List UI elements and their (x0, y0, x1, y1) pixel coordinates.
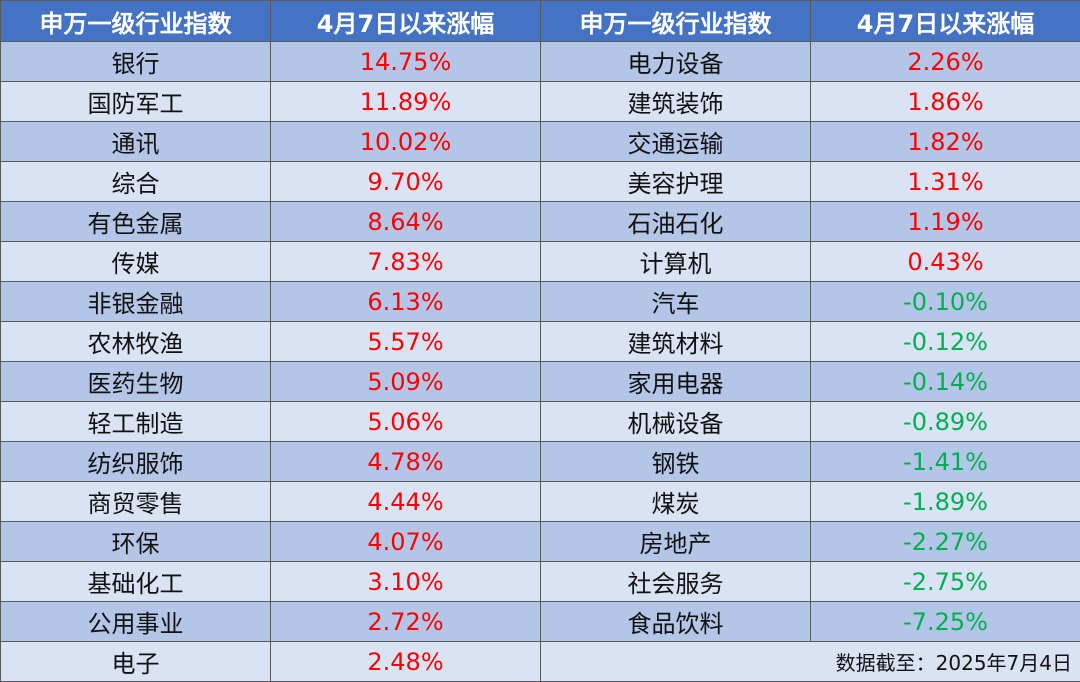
return-value-cell: 5.57% (271, 322, 541, 362)
industry-name-cell: 社会服务 (541, 562, 811, 602)
industry-name-cell: 轻工制造 (1, 402, 271, 442)
return-value-cell: -1.41% (811, 442, 1080, 482)
data-date-note: 数据截至：2025年7月4日 (541, 642, 1080, 682)
industry-name-cell: 基础化工 (1, 562, 271, 602)
industry-name-cell: 家用电器 (541, 362, 811, 402)
return-value-cell: 4.07% (271, 522, 541, 562)
return-value-cell: 4.78% (271, 442, 541, 482)
industry-name-cell: 有色金属 (1, 202, 271, 242)
header-industry-right: 申万一级行业指数 (541, 1, 811, 42)
industry-name-cell: 银行 (1, 42, 271, 82)
industry-name-cell: 煤炭 (541, 482, 811, 522)
return-value-cell: -1.89% (811, 482, 1080, 522)
return-value-cell: 2.72% (271, 602, 541, 642)
return-value-cell: 1.31% (811, 162, 1080, 202)
return-value-cell: 5.09% (271, 362, 541, 402)
return-value-cell: 8.64% (271, 202, 541, 242)
return-value-cell: 1.82% (811, 122, 1080, 162)
industry-name-cell: 通讯 (1, 122, 271, 162)
industry-name-cell: 建筑装饰 (541, 82, 811, 122)
industry-name-cell: 钢铁 (541, 442, 811, 482)
return-value-cell: 3.10% (271, 562, 541, 602)
return-value-cell: -7.25% (811, 602, 1080, 642)
return-value-cell: 14.75% (271, 42, 541, 82)
industry-name-cell: 美容护理 (541, 162, 811, 202)
return-value-cell: 6.13% (271, 282, 541, 322)
industry-name-cell: 商贸零售 (1, 482, 271, 522)
industry-name-cell: 交通运输 (541, 122, 811, 162)
industry-name-cell: 环保 (1, 522, 271, 562)
header-row: 申万一级行业指数 4月7日以来涨幅 申万一级行业指数 4月7日以来涨幅 (1, 1, 1080, 42)
header-return-left: 4月7日以来涨幅 (271, 1, 541, 42)
industry-name-cell: 公用事业 (1, 602, 271, 642)
industry-name-cell: 食品饮料 (541, 602, 811, 642)
return-value-cell: 10.02% (271, 122, 541, 162)
return-value-cell: -2.75% (811, 562, 1080, 602)
return-value-cell: 1.19% (811, 202, 1080, 242)
header-industry-left: 申万一级行业指数 (1, 1, 271, 42)
return-value-cell: 4.44% (271, 482, 541, 522)
return-value-cell: -0.89% (811, 402, 1080, 442)
return-value-cell: 0.43% (811, 242, 1080, 282)
industry-name-cell: 非银金融 (1, 282, 271, 322)
industry-name-cell: 电力设备 (541, 42, 811, 82)
industry-name-cell: 综合 (1, 162, 271, 202)
industry-name-cell: 纺织服饰 (1, 442, 271, 482)
industry-name-cell: 国防军工 (1, 82, 271, 122)
return-value-cell: -0.12% (811, 322, 1080, 362)
industry-name-cell: 建筑材料 (541, 322, 811, 362)
header-return-right: 4月7日以来涨幅 (811, 1, 1080, 42)
industry-name-cell: 电子 (1, 642, 271, 682)
return-value-cell: 7.83% (271, 242, 541, 282)
industry-name-cell: 石油石化 (541, 202, 811, 242)
return-value-cell: 2.26% (811, 42, 1080, 82)
return-value-cell: 9.70% (271, 162, 541, 202)
industry-name-cell: 机械设备 (541, 402, 811, 442)
return-value-cell: 2.48% (271, 642, 541, 682)
industry-name-cell: 计算机 (541, 242, 811, 282)
industry-name-cell: 传媒 (1, 242, 271, 282)
industry-name-cell: 医药生物 (1, 362, 271, 402)
industry-name-cell: 房地产 (541, 522, 811, 562)
return-value-cell: 11.89% (271, 82, 541, 122)
return-value-cell: -0.10% (811, 282, 1080, 322)
return-value-cell: 1.86% (811, 82, 1080, 122)
return-value-cell: 5.06% (271, 402, 541, 442)
industry-name-cell: 汽车 (541, 282, 811, 322)
industry-name-cell: 农林牧渔 (1, 322, 271, 362)
return-value-cell: -2.27% (811, 522, 1080, 562)
return-value-cell: -0.14% (811, 362, 1080, 402)
